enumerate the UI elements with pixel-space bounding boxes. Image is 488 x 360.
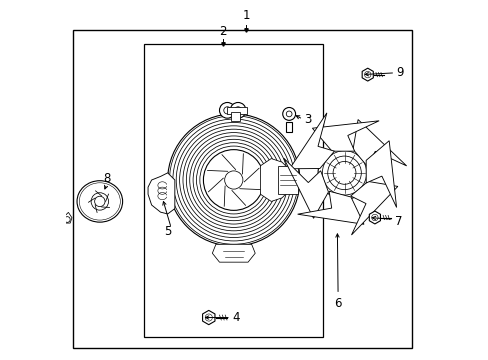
Circle shape — [282, 108, 295, 120]
Polygon shape — [312, 121, 378, 151]
Polygon shape — [362, 68, 372, 81]
Polygon shape — [350, 181, 397, 235]
Text: 9: 9 — [395, 66, 403, 79]
Polygon shape — [202, 310, 215, 325]
Polygon shape — [283, 158, 328, 218]
Bar — [230, 112, 240, 121]
Polygon shape — [352, 120, 406, 167]
Bar — [227, 108, 246, 114]
Bar — [73, 30, 411, 348]
Text: 2: 2 — [219, 25, 226, 38]
Polygon shape — [368, 211, 380, 224]
Polygon shape — [63, 212, 72, 223]
Circle shape — [219, 103, 235, 118]
Text: 4: 4 — [231, 311, 239, 324]
Text: 7: 7 — [394, 215, 401, 228]
Bar — [278, 166, 298, 194]
Polygon shape — [297, 191, 363, 224]
Bar — [144, 44, 323, 337]
Polygon shape — [366, 141, 396, 207]
Bar — [285, 122, 292, 132]
Text: 3: 3 — [304, 113, 311, 126]
Text: 8: 8 — [103, 172, 110, 185]
Circle shape — [230, 103, 245, 118]
Text: 5: 5 — [163, 225, 171, 238]
Text: 1: 1 — [242, 9, 249, 22]
Polygon shape — [260, 158, 288, 202]
Polygon shape — [212, 244, 255, 262]
Circle shape — [317, 147, 370, 199]
Polygon shape — [148, 173, 175, 214]
Polygon shape — [289, 113, 334, 169]
Text: 6: 6 — [334, 297, 341, 310]
